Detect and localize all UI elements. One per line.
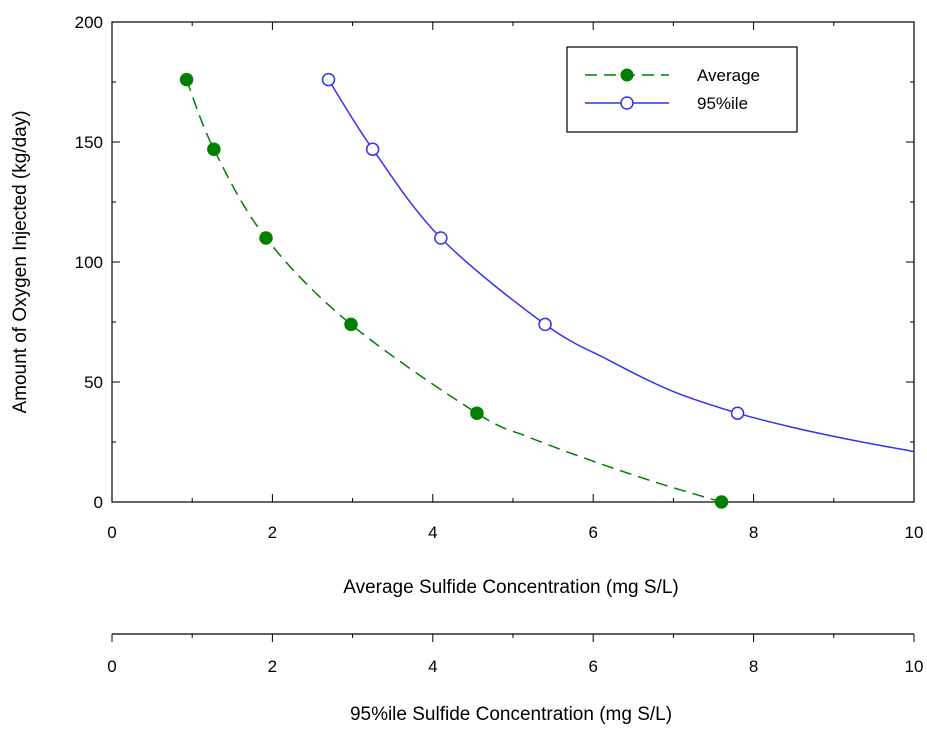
series-95pct-point xyxy=(321,72,336,87)
x2-tick-label: 10 xyxy=(905,657,924,676)
legend: Average 95%ile xyxy=(566,46,798,133)
x-tick-label: 4 xyxy=(428,523,437,542)
x2-tick-label: 0 xyxy=(107,657,116,676)
series-average-point xyxy=(470,406,484,420)
y-tick-label: 0 xyxy=(94,493,103,512)
series-average-point xyxy=(259,231,273,245)
legend-average-marker xyxy=(620,68,634,82)
x2-tick-label: 8 xyxy=(749,657,758,676)
legend-95pct-label: 95%ile xyxy=(697,94,748,113)
secondary-x-axis: 0 2 4 6 8 10 xyxy=(107,633,924,676)
legend-95pct-marker xyxy=(620,96,634,110)
x2-tick-label: 6 xyxy=(588,657,597,676)
series-average-line xyxy=(185,79,722,503)
series-average-point xyxy=(179,72,194,87)
x-tick-label: 2 xyxy=(268,523,277,542)
legend-box xyxy=(566,46,798,133)
y-tick-label: 200 xyxy=(75,13,103,32)
x-tick-label: 0 xyxy=(107,523,116,542)
series-layer xyxy=(179,72,915,509)
x-axis: 0 2 4 6 8 10 xyxy=(107,22,923,542)
series-95pct-point xyxy=(434,231,448,245)
x2-tick-label: 4 xyxy=(428,657,437,676)
secondary-x-axis-title: 95%ile Sulfide Concentration (mg S/L) xyxy=(350,704,672,725)
series-average-point xyxy=(207,142,221,156)
series-95pct-point xyxy=(730,406,745,420)
y-axis: 0 50 100 150 200 xyxy=(75,13,914,512)
series-average-point xyxy=(344,317,358,332)
y-tick-label: 100 xyxy=(75,253,103,272)
x-tick-label: 8 xyxy=(749,523,758,542)
x2-tick-label: 2 xyxy=(268,657,277,676)
y-tick-label: 50 xyxy=(84,373,103,392)
legend-average-label: Average xyxy=(697,66,760,85)
series-average-point xyxy=(714,495,729,509)
y-axis-title: Amount of Oxygen Injected (kg/day) xyxy=(10,110,31,413)
x-tick-label: 6 xyxy=(588,523,597,542)
series-95pct-point xyxy=(538,317,552,332)
series-95pct-point xyxy=(365,142,380,156)
series-95pct-line xyxy=(327,79,915,453)
y-tick-label: 150 xyxy=(75,133,103,152)
x-tick-label: 10 xyxy=(905,523,924,542)
x-axis-title: Average Sulfide Concentration (mg S/L) xyxy=(343,577,679,598)
